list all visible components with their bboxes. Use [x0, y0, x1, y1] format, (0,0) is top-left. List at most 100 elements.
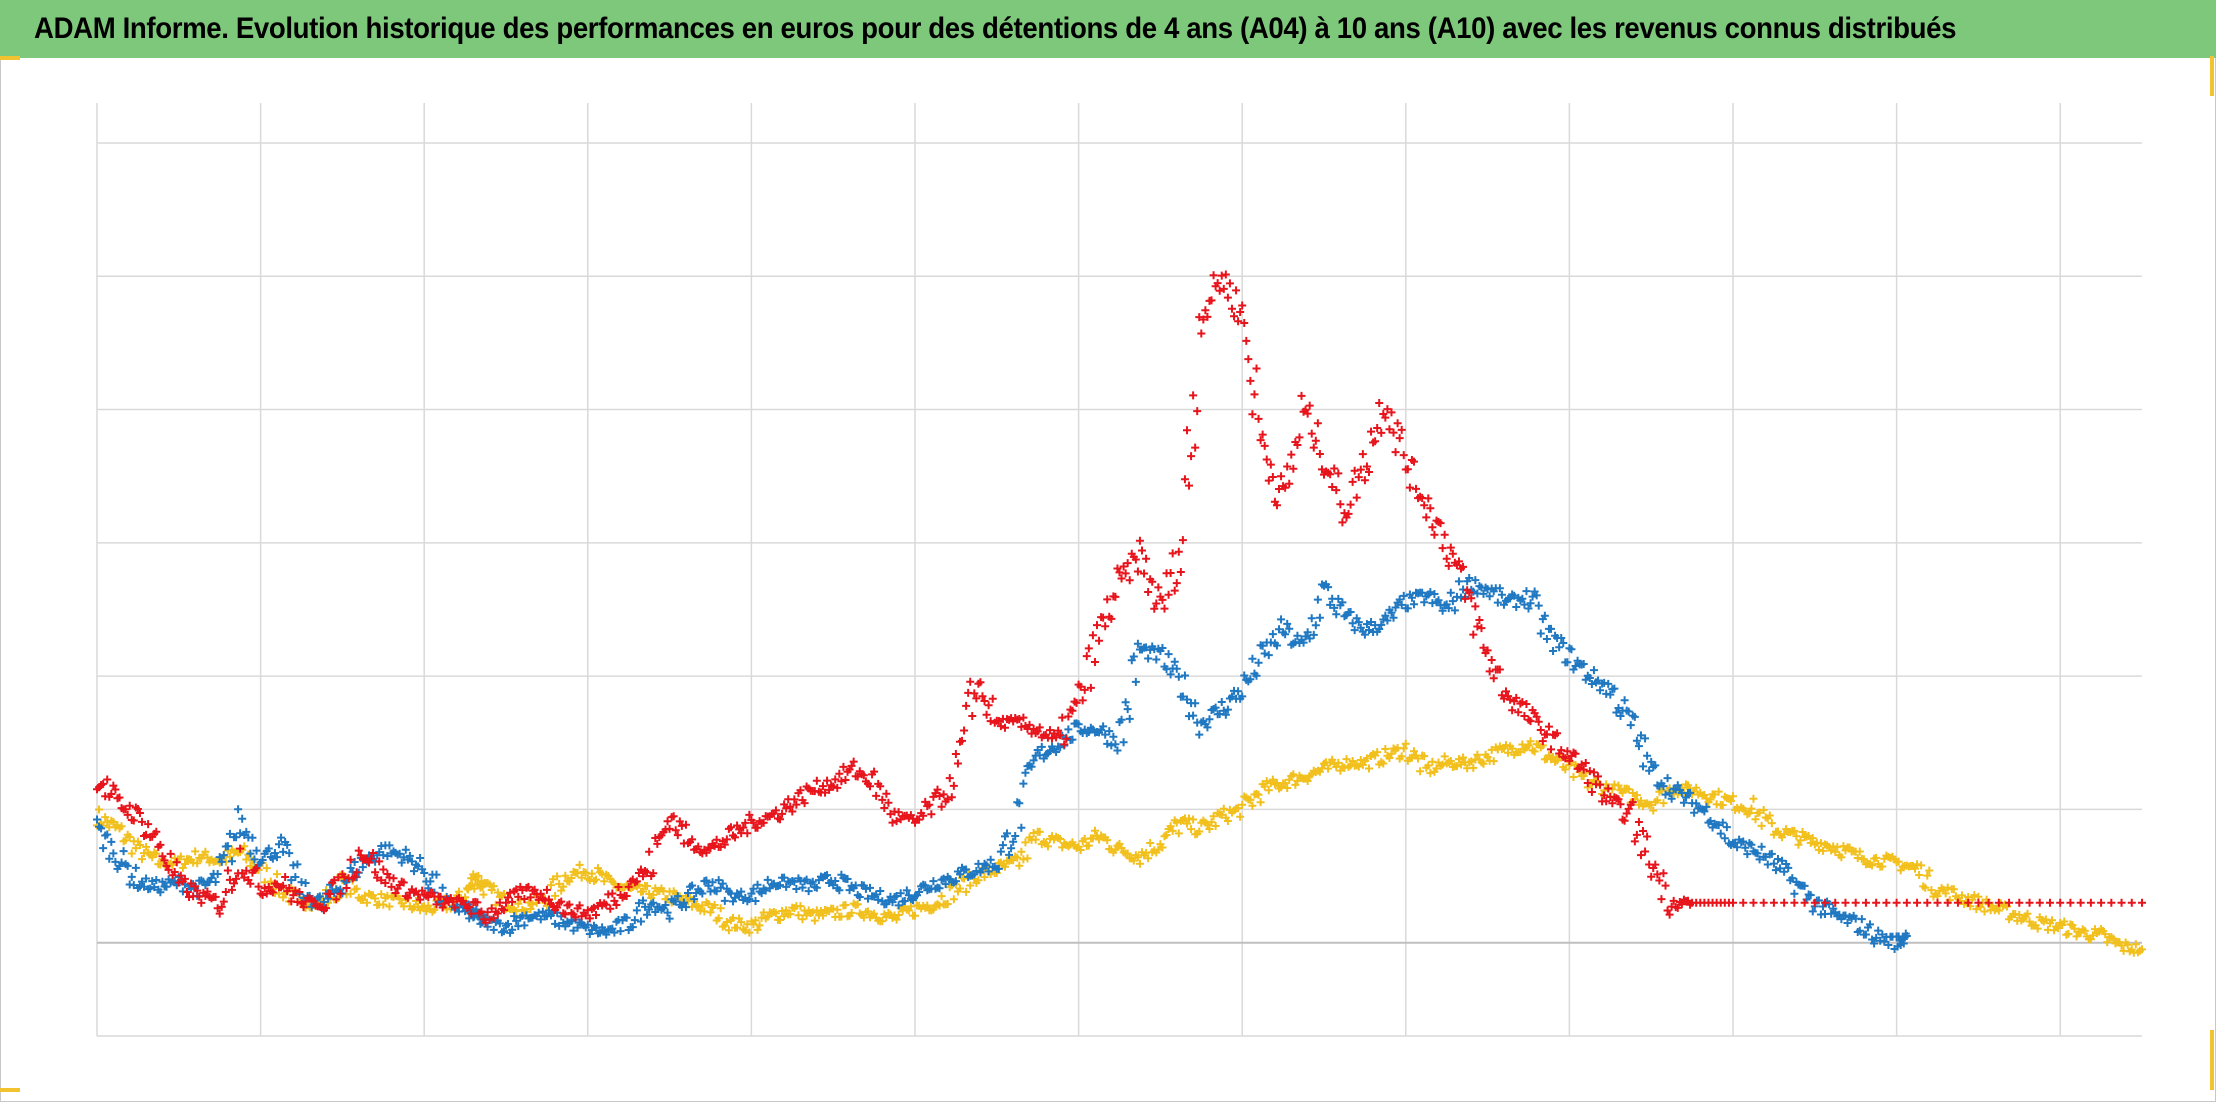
data-point — [581, 911, 590, 920]
data-point — [2107, 898, 2116, 907]
data-point — [358, 895, 367, 904]
data-point — [1634, 818, 1643, 827]
data-point — [1493, 598, 1502, 607]
data-point — [1262, 777, 1271, 786]
data-point — [610, 928, 619, 937]
data-point — [1391, 448, 1400, 457]
data-point — [1868, 935, 1877, 944]
series-layer — [93, 270, 2146, 957]
data-point — [872, 890, 881, 899]
data-point — [1238, 800, 1247, 809]
data-point — [1420, 752, 1429, 761]
data-point — [661, 901, 670, 910]
data-point — [119, 847, 128, 856]
data-point — [395, 849, 404, 858]
data-point — [176, 871, 185, 880]
data-point — [440, 899, 449, 908]
data-point — [168, 860, 177, 869]
data-point — [1248, 801, 1257, 810]
data-point — [1718, 801, 1727, 810]
data-point — [1757, 842, 1766, 851]
data-point — [356, 851, 365, 860]
data-point — [1191, 699, 1200, 708]
data-point — [818, 911, 827, 920]
data-point — [841, 775, 850, 784]
data-point — [1131, 677, 1140, 686]
data-point — [1027, 762, 1036, 771]
data-point — [287, 876, 296, 885]
data-point — [1510, 591, 1519, 600]
data-point — [884, 798, 893, 807]
data-point — [902, 886, 911, 895]
data-point — [2045, 898, 2054, 907]
data-point — [1115, 839, 1124, 848]
data-point — [1367, 618, 1376, 627]
data-point — [385, 902, 394, 911]
data-point — [1587, 680, 1596, 689]
data-point — [602, 930, 611, 939]
data-point — [1346, 500, 1355, 509]
data-point — [230, 879, 239, 888]
data-point — [252, 864, 261, 873]
data-point — [681, 903, 690, 912]
data-point — [1968, 895, 1977, 904]
data-point — [1424, 761, 1433, 770]
data-point — [1264, 476, 1273, 485]
data-point — [1446, 588, 1455, 597]
data-point — [894, 808, 903, 817]
data-point — [1571, 661, 1580, 670]
data-point — [706, 908, 715, 917]
data-point — [1409, 600, 1418, 609]
data-point — [1412, 484, 1421, 493]
data-point — [1528, 592, 1537, 601]
data-point — [757, 889, 766, 898]
data-point — [137, 855, 146, 864]
data-point — [1743, 850, 1752, 859]
data-point — [776, 916, 785, 925]
data-point — [528, 900, 537, 909]
data-point — [955, 884, 964, 893]
data-point — [1119, 562, 1128, 571]
data-point — [870, 909, 879, 918]
data-point — [289, 891, 298, 900]
corner-mark-top-left-h — [0, 56, 20, 60]
data-point — [1107, 614, 1116, 623]
data-point — [152, 827, 161, 836]
data-point — [1790, 898, 1799, 907]
data-point — [1616, 712, 1625, 721]
data-point — [645, 847, 654, 856]
data-point — [291, 872, 300, 881]
data-point — [1025, 720, 1034, 729]
data-point — [1080, 685, 1089, 694]
data-point — [1144, 588, 1153, 597]
data-point — [880, 804, 889, 813]
data-point — [160, 856, 169, 865]
data-point — [1667, 794, 1676, 803]
data-point — [1878, 862, 1887, 871]
data-point — [152, 875, 161, 884]
data-point — [142, 874, 151, 883]
data-point — [470, 884, 479, 893]
data-point — [1146, 839, 1155, 848]
data-point — [546, 881, 555, 890]
data-point — [242, 827, 251, 836]
data-point — [1604, 784, 1613, 793]
data-point — [499, 927, 508, 936]
data-point — [782, 882, 791, 891]
data-point — [225, 852, 234, 861]
data-point — [1362, 620, 1371, 629]
data-point — [755, 921, 764, 930]
data-point — [412, 897, 421, 906]
data-point — [2060, 917, 2069, 926]
data-point — [1248, 410, 1257, 419]
data-point — [508, 925, 517, 934]
data-point — [751, 916, 760, 925]
data-point — [1111, 592, 1120, 601]
data-point — [418, 886, 427, 895]
data-point — [866, 782, 875, 791]
data-point — [911, 911, 919, 920]
data-point — [1943, 898, 1952, 907]
data-point — [508, 897, 517, 906]
data-point — [465, 914, 474, 923]
data-point — [1426, 588, 1435, 597]
